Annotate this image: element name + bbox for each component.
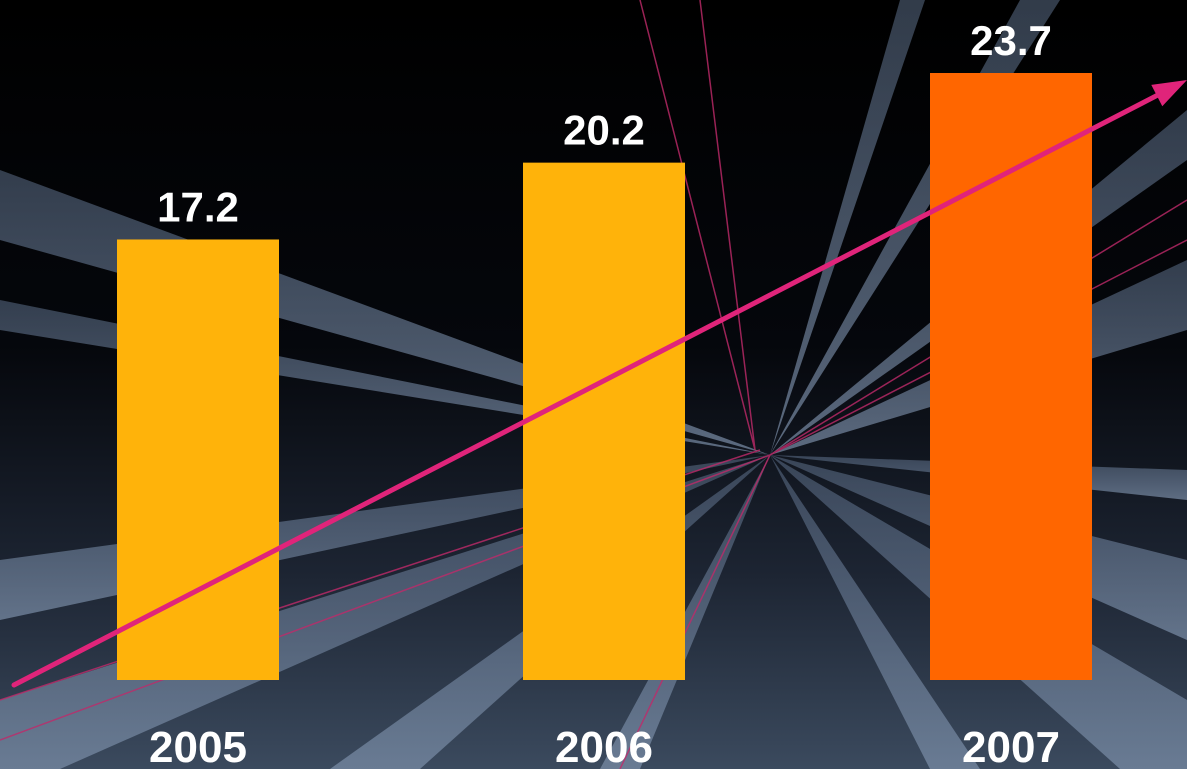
bar-value-label-2005: 17.2 [157,183,239,230]
bar-value-label-2006: 20.2 [563,107,645,154]
bar-2006 [523,162,685,680]
bar-2007 [930,73,1092,680]
category-label-2006: 2006 [555,723,653,769]
bar-value-label-2007: 23.7 [970,17,1052,64]
category-label-2005: 2005 [149,723,247,769]
category-label-2007: 2007 [962,723,1060,769]
bar-2005 [117,239,279,680]
trend-arrow-line [11,93,1160,688]
trend-arrow-head [1151,80,1187,107]
